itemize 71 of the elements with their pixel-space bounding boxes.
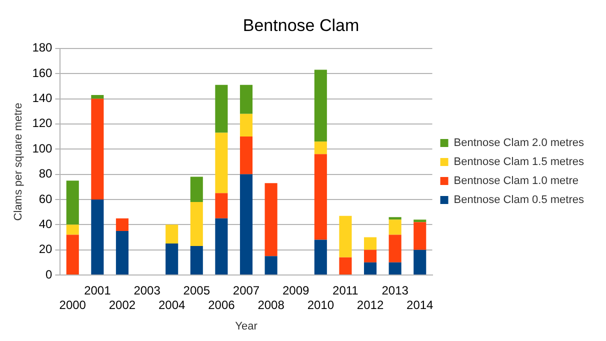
y-tick-label: 120 xyxy=(32,116,53,130)
bar xyxy=(314,142,327,154)
bar xyxy=(91,98,104,200)
bar xyxy=(314,154,327,240)
bar xyxy=(190,246,203,274)
bar xyxy=(314,240,327,274)
y-axis-title: Clams per square metre xyxy=(12,102,25,221)
x-axis-title: Year xyxy=(235,320,258,332)
bar xyxy=(414,220,426,222)
bar xyxy=(91,199,104,274)
bar xyxy=(190,202,203,246)
bar xyxy=(240,174,253,274)
x-tick-label: 2008 xyxy=(258,298,285,312)
y-tick-label: 140 xyxy=(32,91,53,106)
bar xyxy=(414,222,426,250)
y-tick-label: 180 xyxy=(32,40,53,55)
x-tick-label: 2001 xyxy=(84,284,112,298)
bar xyxy=(190,176,203,202)
bar xyxy=(364,262,377,274)
y-tick-label: 0 xyxy=(46,267,53,282)
bar xyxy=(388,234,402,262)
y-tick-label: 20 xyxy=(38,242,53,256)
bar xyxy=(339,216,352,258)
y-tick-label: 160 xyxy=(32,66,53,80)
legend-label: Bentnose Clam 2.0 metres xyxy=(454,137,584,150)
x-tick-label: 2013 xyxy=(382,284,409,298)
legend-label: Bentnose Clam 0.5 metres xyxy=(454,194,584,206)
bar xyxy=(264,256,278,274)
legend-label: Bentnose Clam 1.5 metres xyxy=(454,156,584,168)
bar xyxy=(66,224,79,235)
bar xyxy=(388,262,402,274)
bar xyxy=(215,132,228,194)
y-tick-label: 80 xyxy=(38,166,53,181)
bar xyxy=(215,193,228,218)
bar xyxy=(264,183,278,256)
x-tick-label: 2003 xyxy=(134,284,161,298)
bar xyxy=(215,218,228,274)
x-tick-label: 2004 xyxy=(158,298,186,312)
bar xyxy=(116,230,129,274)
bar xyxy=(240,114,253,137)
bar xyxy=(116,218,129,231)
x-tick-label: 2006 xyxy=(208,298,236,312)
x-tick-label: 2002 xyxy=(108,298,136,312)
chart-title: Bentnose Clam xyxy=(242,16,360,35)
x-tick-label: 2014 xyxy=(406,298,434,312)
bar xyxy=(388,220,402,235)
x-tick-label: 2005 xyxy=(183,284,210,298)
bar xyxy=(166,244,178,274)
bar xyxy=(240,136,253,174)
x-tick-label: 2007 xyxy=(232,284,260,298)
bar xyxy=(91,94,104,99)
x-tick-label: 2009 xyxy=(282,284,310,298)
x-tick-label: 2012 xyxy=(356,298,384,312)
legend-label: Bentnose Clam 1.0 metre xyxy=(454,175,579,188)
bar xyxy=(364,237,377,250)
y-tick-label: 60 xyxy=(38,192,53,206)
x-tick-label: 2000 xyxy=(59,298,86,312)
y-tick-label: 40 xyxy=(38,216,53,231)
bar xyxy=(314,70,327,142)
bar xyxy=(414,250,426,274)
bar xyxy=(240,84,253,114)
x-tick-label: 2011 xyxy=(332,284,359,298)
bar xyxy=(388,217,402,220)
bar xyxy=(66,180,79,225)
bar xyxy=(66,234,79,274)
y-tick-label: 100 xyxy=(32,141,53,156)
x-tick-label: 2010 xyxy=(307,298,334,312)
bar xyxy=(215,84,228,133)
bar xyxy=(166,224,178,244)
bar xyxy=(364,250,377,262)
bar xyxy=(339,257,352,274)
